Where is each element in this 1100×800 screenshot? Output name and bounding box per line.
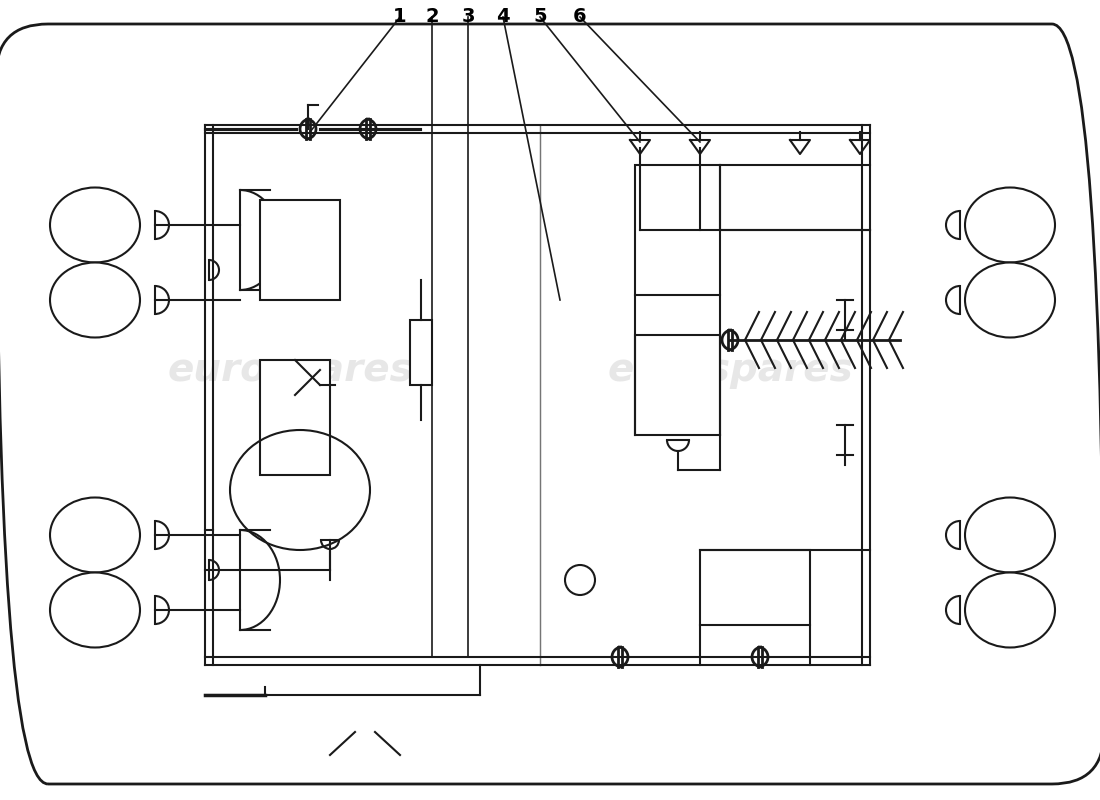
Text: 3: 3 <box>461 7 475 26</box>
Bar <box>635 335 720 435</box>
Text: eurospares: eurospares <box>607 351 852 389</box>
Ellipse shape <box>50 262 140 338</box>
Text: 1: 1 <box>393 7 407 26</box>
Bar <box>635 165 720 295</box>
Ellipse shape <box>965 573 1055 647</box>
Bar <box>260 200 340 300</box>
Text: 6: 6 <box>573 7 586 26</box>
Text: 5: 5 <box>534 7 547 26</box>
Text: 4: 4 <box>496 7 509 26</box>
Ellipse shape <box>965 262 1055 338</box>
Ellipse shape <box>965 187 1055 262</box>
Ellipse shape <box>50 498 140 573</box>
Bar <box>260 360 330 475</box>
Bar <box>410 320 432 385</box>
Bar <box>700 550 810 625</box>
Ellipse shape <box>965 498 1055 573</box>
Circle shape <box>565 565 595 595</box>
Ellipse shape <box>50 573 140 647</box>
Text: eurospares: eurospares <box>167 351 412 389</box>
Text: 2: 2 <box>426 7 439 26</box>
Ellipse shape <box>50 187 140 262</box>
